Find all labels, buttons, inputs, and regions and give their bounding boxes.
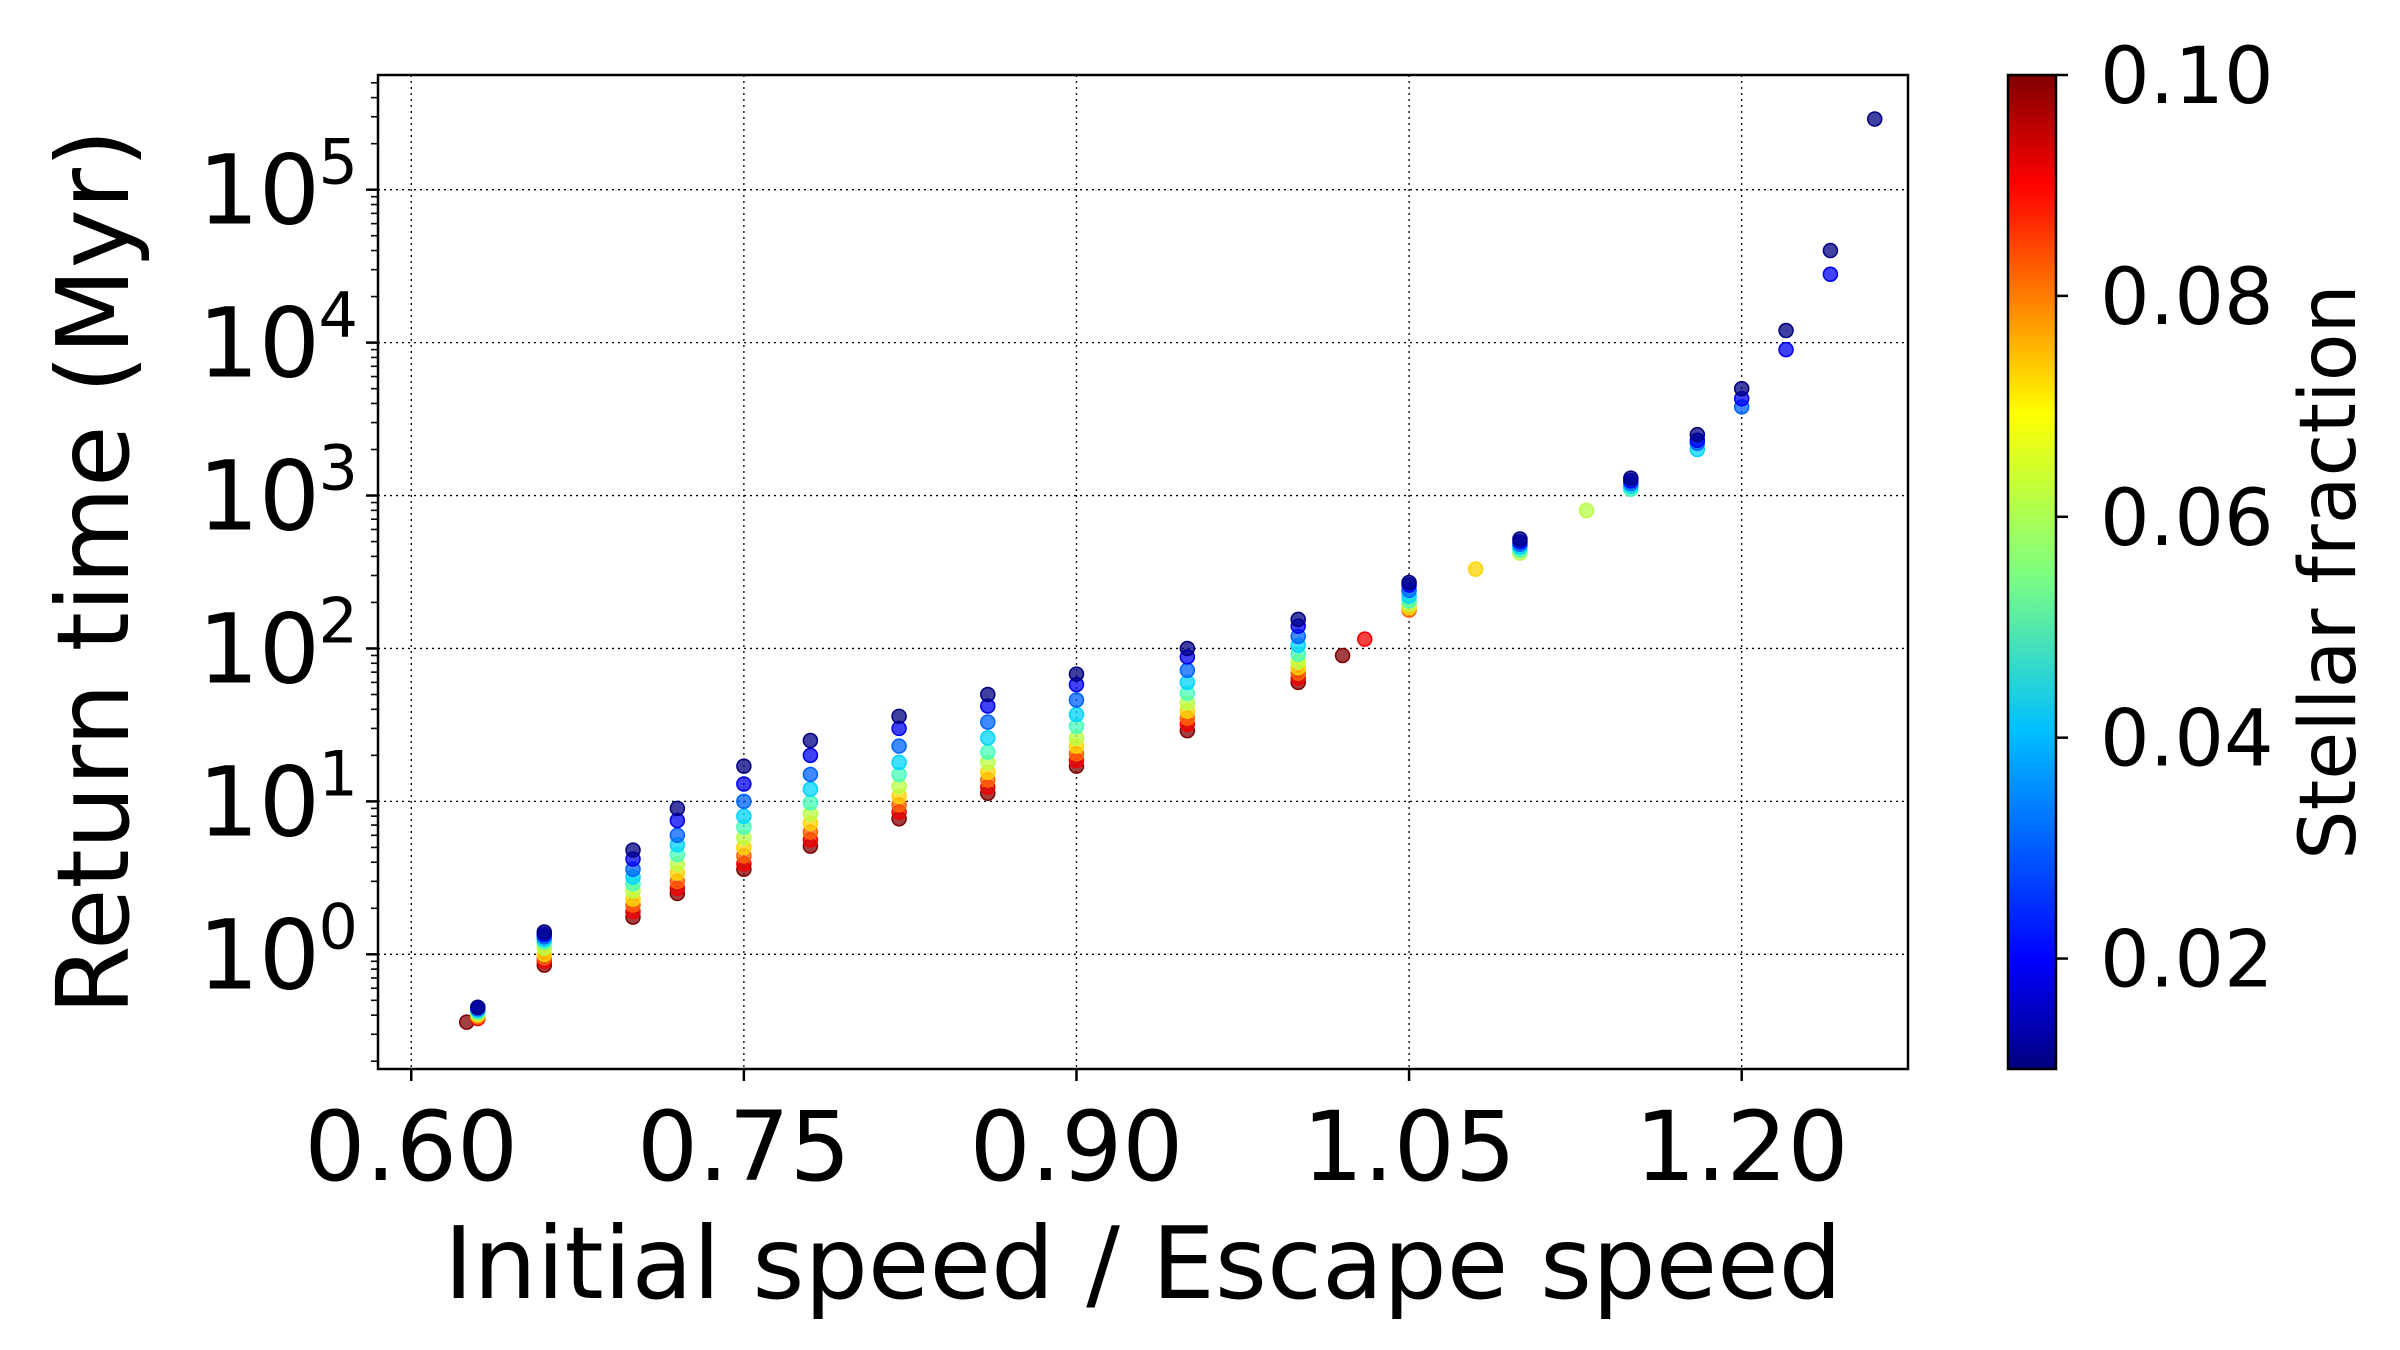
data-point xyxy=(1689,426,1706,443)
colorbar-ticks: 0.02 0.04 0.06 0.08 0.10 xyxy=(2056,32,2274,1006)
data-point xyxy=(1623,470,1639,486)
x-tick-labels: 0.60 0.75 0.90 1.05 1.20 xyxy=(304,1091,1848,1203)
data-point xyxy=(536,924,553,940)
data-point xyxy=(1334,647,1351,664)
data-point xyxy=(891,708,907,725)
data-point xyxy=(736,793,752,810)
data-point xyxy=(1866,111,1883,127)
data-point xyxy=(802,794,819,811)
data-point xyxy=(669,800,686,817)
data-point xyxy=(980,714,996,730)
data-point xyxy=(1467,561,1484,577)
y-tick-label-exponent: 5 xyxy=(319,126,358,199)
y-tick-label-base: 10 xyxy=(198,288,320,400)
data-point xyxy=(1068,666,1085,682)
x-tick-label: 0.75 xyxy=(637,1091,851,1203)
data-point xyxy=(1822,266,1839,282)
data-point xyxy=(1356,631,1373,647)
colorbar-tick-label: 0.02 xyxy=(2100,916,2274,1006)
scatter-points xyxy=(458,111,1883,1030)
data-point xyxy=(802,766,819,783)
y-tick-label-exponent: 4 xyxy=(319,279,358,352)
colorbar-tick-label: 0.04 xyxy=(2100,695,2274,785)
y-tick-label-base: 10 xyxy=(198,899,320,1011)
data-point xyxy=(1401,574,1417,591)
x-tick-label: 0.60 xyxy=(304,1091,518,1203)
colorbar xyxy=(2006,73,2058,1071)
data-point xyxy=(980,686,996,703)
y-tick-label-exponent: 3 xyxy=(319,432,358,505)
data-point xyxy=(1822,242,1839,259)
data-point xyxy=(1179,640,1196,657)
data-point xyxy=(1512,531,1528,547)
colorbar-title: Stellar fraction xyxy=(2284,284,2374,860)
data-point xyxy=(802,747,819,764)
data-point xyxy=(625,842,641,858)
data-point xyxy=(891,738,907,754)
y-tick-label-exponent: 0 xyxy=(319,890,358,963)
data-point xyxy=(1068,692,1085,708)
x-tick-label: 1.20 xyxy=(1635,1091,1849,1203)
data-point xyxy=(736,758,752,774)
data-point xyxy=(736,776,752,792)
data-point xyxy=(1778,341,1794,358)
x-axis-title: Initial speed / Escape speed xyxy=(444,1205,1842,1322)
y-tick-label-base: 10 xyxy=(198,441,320,553)
y-axis-title: Return time (Myr) xyxy=(35,129,152,1015)
data-point xyxy=(1778,322,1794,339)
y-tick-label-base: 10 xyxy=(198,593,320,705)
data-point xyxy=(1179,662,1196,679)
data-point xyxy=(980,730,996,746)
data-point xyxy=(1068,706,1085,723)
data-point xyxy=(1733,380,1750,397)
data-point xyxy=(980,744,996,760)
data-point xyxy=(669,827,686,844)
y-tick-label-exponent: 2 xyxy=(319,584,358,657)
data-point xyxy=(802,781,819,798)
axis-ticks xyxy=(366,82,1743,1081)
y-tick-label-base: 10 xyxy=(198,135,320,247)
data-point xyxy=(470,999,486,1016)
y-tick-label-base: 10 xyxy=(198,746,320,858)
grid-lines xyxy=(378,75,1908,1069)
data-point xyxy=(736,808,752,824)
plot-frame xyxy=(376,73,1910,1071)
x-tick-label: 0.90 xyxy=(970,1091,1184,1203)
data-point xyxy=(1290,611,1306,628)
x-tick-label: 1.05 xyxy=(1302,1091,1516,1203)
data-point xyxy=(1578,502,1595,519)
colorbar-tick-label: 0.10 xyxy=(2100,32,2274,122)
colorbar-tick-label: 0.06 xyxy=(2100,474,2274,564)
colorbar-tick-label: 0.08 xyxy=(2100,253,2274,343)
data-point xyxy=(891,754,907,771)
data-point xyxy=(802,732,819,749)
y-tick-label-exponent: 1 xyxy=(319,737,358,810)
